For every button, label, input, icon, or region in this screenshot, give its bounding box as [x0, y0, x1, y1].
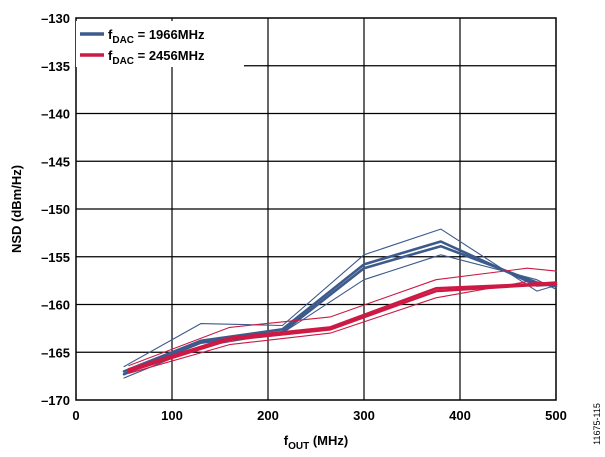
plot-frame — [75, 17, 557, 401]
series-lines — [122, 228, 558, 379]
legend-label-1966: fDAC = 1966MHz — [108, 27, 205, 46]
y-tick-label: –135 — [41, 59, 70, 74]
y-tick-label: –160 — [41, 298, 70, 313]
y-tick-label: –140 — [41, 107, 70, 122]
figure-id: 11675-115 — [592, 403, 602, 445]
y-tick-label: –165 — [41, 345, 70, 360]
x-tick-label: 400 — [449, 408, 471, 423]
legend-label-2456: fDAC = 2456MHz — [108, 48, 205, 67]
x-tick-label: 300 — [353, 408, 375, 423]
series-1-line-3 — [128, 281, 557, 374]
gridlines — [76, 18, 556, 400]
y-tick-label: –130 — [41, 11, 70, 26]
legend-background — [76, 21, 244, 67]
series-0-line-1 — [122, 244, 558, 376]
y-tick-label: –145 — [41, 154, 70, 169]
x-axis-title: fOUT (MHz) — [284, 433, 348, 452]
y-tick-label: –155 — [41, 250, 70, 265]
x-tick-label: 500 — [545, 408, 567, 423]
y-tick-label: –170 — [41, 393, 70, 408]
legend: fDAC = 1966MHz fDAC = 2456MHz — [76, 21, 244, 67]
y-tick-label: –150 — [41, 202, 70, 217]
x-tick-label: 100 — [161, 408, 183, 423]
y-axis-title: NSD (dBm/Hz) — [9, 165, 24, 253]
series-0-line-2 — [123, 228, 557, 368]
series-1-line-2 — [128, 267, 557, 367]
x-tick-label: 200 — [257, 408, 279, 423]
tick-labels: 0 100 200 300 400 500 –170 –165 –160 –155 –150 –145… — [41, 11, 567, 423]
x-tick-label: 0 — [72, 408, 79, 423]
series-1-line-1 — [127, 283, 558, 373]
